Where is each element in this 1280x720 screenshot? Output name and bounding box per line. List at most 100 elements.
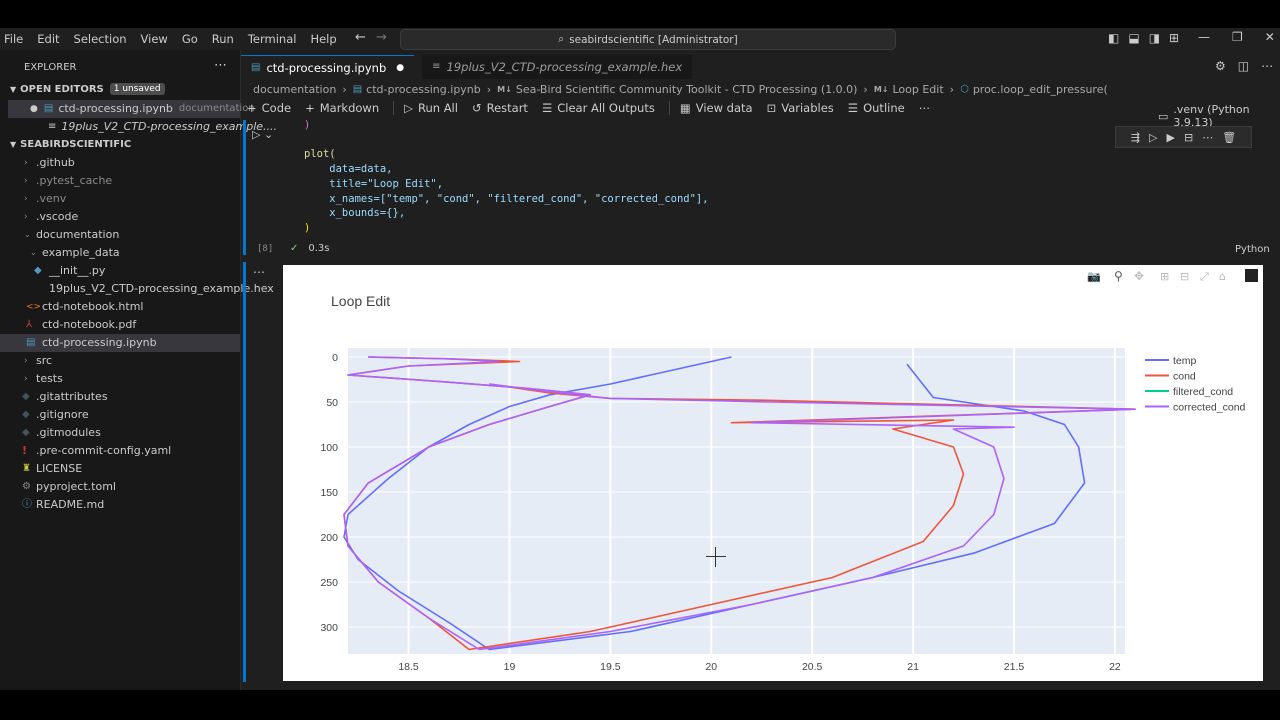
- breadcrumb-item[interactable]: ctd-processing.ipynb: [366, 83, 481, 96]
- cursor-vertical-line: [715, 547, 716, 567]
- execution-count: [8]: [257, 244, 274, 254]
- tree-item[interactable]: ⅄ ctd-notebook.pdf: [0, 316, 240, 334]
- menu-file[interactable]: File: [4, 32, 24, 46]
- cell-focus-indicator: [243, 120, 246, 255]
- tab-ctd-processing[interactable]: ▤ ctd-processing.ipynb ●: [241, 54, 415, 80]
- code-cell-icon: ⬡: [960, 84, 969, 95]
- open-editor-item[interactable]: ≡ 19plus_V2_CTD-processing_example....: [8, 118, 277, 136]
- close-icon[interactable]: ✕: [1264, 30, 1275, 44]
- legend[interactable]: temp cond filtered_cond corrected_cond: [1145, 355, 1246, 414]
- zoom-out-icon[interactable]: ⊟: [1180, 270, 1189, 283]
- tree-item[interactable]: ◆ .gitattributes: [0, 388, 240, 406]
- breadcrumb-item[interactable]: proc.loop_edit_pressure(: [972, 83, 1108, 96]
- more-actions-icon[interactable]: ⋯: [1202, 130, 1214, 144]
- code-line-5: x_bounds={},: [304, 207, 406, 220]
- variables-icon: ⊡: [766, 101, 777, 115]
- tree-item[interactable]: ⌄ example_data: [0, 244, 240, 262]
- workspace-header[interactable]: ▼ SEABIRDSCIENTIFIC: [10, 139, 131, 150]
- forward-arrow-icon[interactable]: →: [376, 30, 387, 45]
- axis-ticks: 18.5 19 19.5 20 20.5 21 21.5 22 0 50 100 150 200 250 3…: [320, 352, 1120, 673]
- tab-hex-file[interactable]: ≡ 19plus_V2_CTD-processing_example.hex: [422, 55, 693, 79]
- toggle-panel-icon[interactable]: ⬓: [1128, 31, 1140, 45]
- tree-item[interactable]: › .vscode: [0, 208, 240, 226]
- plotly-logo-icon[interactable]: [1245, 269, 1258, 282]
- zoom-in-icon[interactable]: ⊞: [1160, 270, 1169, 283]
- breadcrumb-item[interactable]: Sea-Bird Scientific Community Toolkit - …: [515, 83, 858, 96]
- tree-item[interactable]: › .venv: [0, 190, 240, 208]
- kernel-picker[interactable]: ▭ .venv (Python 3.9.13): [1158, 103, 1280, 129]
- zoom-icon[interactable]: ⚲: [1114, 269, 1123, 283]
- breadcrumb-item[interactable]: documentation: [253, 83, 337, 96]
- open-editors-header[interactable]: ▼ OPEN EDITORS 1 unsaved: [10, 83, 165, 95]
- view-data-button[interactable]: ▦ View data: [668, 101, 753, 115]
- tree-item[interactable]: ◆ .gitmodules: [0, 424, 240, 442]
- split-cell-icon[interactable]: ⊟: [1183, 130, 1194, 144]
- toggle-secondary-sidebar-icon[interactable]: ◨: [1148, 31, 1161, 45]
- plot-output[interactable]: Loop Edit 📷 ⚲ ✥ ⊞ ⊟ ⤢ ⌂ 18.5 19 19.5 20 20.5…: [283, 265, 1263, 681]
- code-line-6: ): [304, 221, 311, 234]
- menu-run[interactable]: Run: [211, 32, 234, 46]
- run-cell-icon[interactable]: ▷ ⌄: [252, 128, 274, 141]
- tree-item[interactable]: › tests: [0, 370, 240, 388]
- add-markdown-button[interactable]: + Markdown: [305, 101, 379, 115]
- camera-icon[interactable]: 📷: [1087, 270, 1101, 283]
- run-all-button[interactable]: ▷ Run All: [393, 101, 458, 115]
- clear-outputs-button[interactable]: ☰ Clear All Outputs: [542, 101, 655, 115]
- tree-item[interactable]: ♜ LICENSE: [0, 460, 240, 478]
- tree-item-selected[interactable]: ▤ ctd-processing.ipynb: [0, 334, 240, 352]
- plot-modebar: 📷 ⚲ ✥ ⊞ ⊟ ⤢ ⌂: [1087, 269, 1258, 283]
- autoscale-icon[interactable]: ⤢: [1200, 270, 1209, 283]
- command-center[interactable]: ⌕ seabirdscientific [Administrator]: [400, 29, 896, 50]
- tree-item[interactable]: ! .pre-commit-config.yaml: [0, 442, 240, 460]
- menu-edit[interactable]: Edit: [37, 32, 60, 46]
- menu-selection[interactable]: Selection: [73, 32, 127, 46]
- tree-item[interactable]: 19plus_V2_CTD-processing_example.hex: [0, 280, 274, 298]
- tree-item[interactable]: <> ctd-notebook.html: [0, 298, 240, 316]
- plus-icon: +: [247, 101, 257, 115]
- menu-help[interactable]: Help: [310, 32, 337, 46]
- delete-icon[interactable]: 🗑: [1222, 130, 1237, 144]
- execution-status: ✓ 0.3s: [290, 243, 330, 254]
- menu-go[interactable]: Go: [181, 32, 198, 46]
- outline-button[interactable]: ☰ Outline: [848, 101, 905, 115]
- plot-svg[interactable]: Loop Edit 📷 ⚲ ✥ ⊞ ⊟ ⤢ ⌂ 18.5 19 19.5 20 20.5…: [283, 265, 1263, 681]
- more-actions-icon[interactable]: ⋯: [214, 58, 227, 73]
- tree-item[interactable]: ⓘ README.md: [0, 496, 240, 514]
- run-below-icon[interactable]: ▶: [1166, 130, 1175, 144]
- toggle-sidebar-icon[interactable]: ◧: [1108, 31, 1120, 45]
- tree-item[interactable]: › .github: [0, 154, 240, 172]
- restore-icon[interactable]: ❐: [1232, 30, 1243, 44]
- menu-terminal[interactable]: Terminal: [247, 32, 297, 46]
- run-next-icon[interactable]: ▷: [1149, 130, 1158, 144]
- tree-item[interactable]: ⚙ pyproject.toml: [0, 478, 240, 496]
- tree-item[interactable]: ◆ __init__.py: [0, 262, 240, 280]
- plot-area[interactable]: [348, 348, 1125, 654]
- gear-icon[interactable]: ⚙: [1215, 59, 1226, 73]
- code-editor[interactable]: ) plot( data=data, title="Loop Edit", x_…: [304, 118, 709, 236]
- restart-button[interactable]: ↺ Restart: [472, 101, 528, 115]
- breadcrumb-item[interactable]: Loop Edit: [892, 83, 944, 96]
- output-more-icon[interactable]: ⋯: [253, 265, 265, 279]
- menu-view[interactable]: View: [140, 32, 168, 46]
- home-icon[interactable]: ⌂: [1219, 270, 1226, 283]
- split-editor-icon[interactable]: ◫: [1237, 59, 1250, 73]
- more-actions-icon[interactable]: ⋯: [918, 101, 931, 115]
- back-arrow-icon[interactable]: ←: [355, 30, 366, 45]
- open-editor-item[interactable]: ● ▤ ctd-processing.ipynb documentation: [8, 100, 255, 118]
- tree-item[interactable]: › src: [0, 352, 240, 370]
- more-actions-icon[interactable]: ⋯: [1261, 59, 1274, 73]
- tree-item-label: .pre-commit-config.yaml: [36, 444, 172, 457]
- customize-layout-icon[interactable]: ⊞: [1169, 31, 1180, 45]
- add-code-button[interactable]: + Code: [247, 101, 291, 115]
- variables-button[interactable]: ⊡ Variables: [767, 101, 834, 115]
- run-above-icon[interactable]: ⇶: [1130, 130, 1141, 144]
- tree-item[interactable]: › .pytest_cache: [0, 172, 240, 190]
- tree-item-label: README.md: [36, 498, 105, 511]
- minimize-icon[interactable]: —: [1198, 30, 1210, 44]
- pan-icon[interactable]: ✥: [1134, 269, 1144, 283]
- cell-language[interactable]: Python: [1235, 244, 1270, 255]
- tree-item[interactable]: ⌄ documentation: [0, 226, 240, 244]
- markdown-icon: M↓: [873, 85, 889, 94]
- tree-item[interactable]: ◆ .gitignore: [0, 406, 240, 424]
- tree-item-label: ctd-notebook.html: [42, 300, 144, 313]
